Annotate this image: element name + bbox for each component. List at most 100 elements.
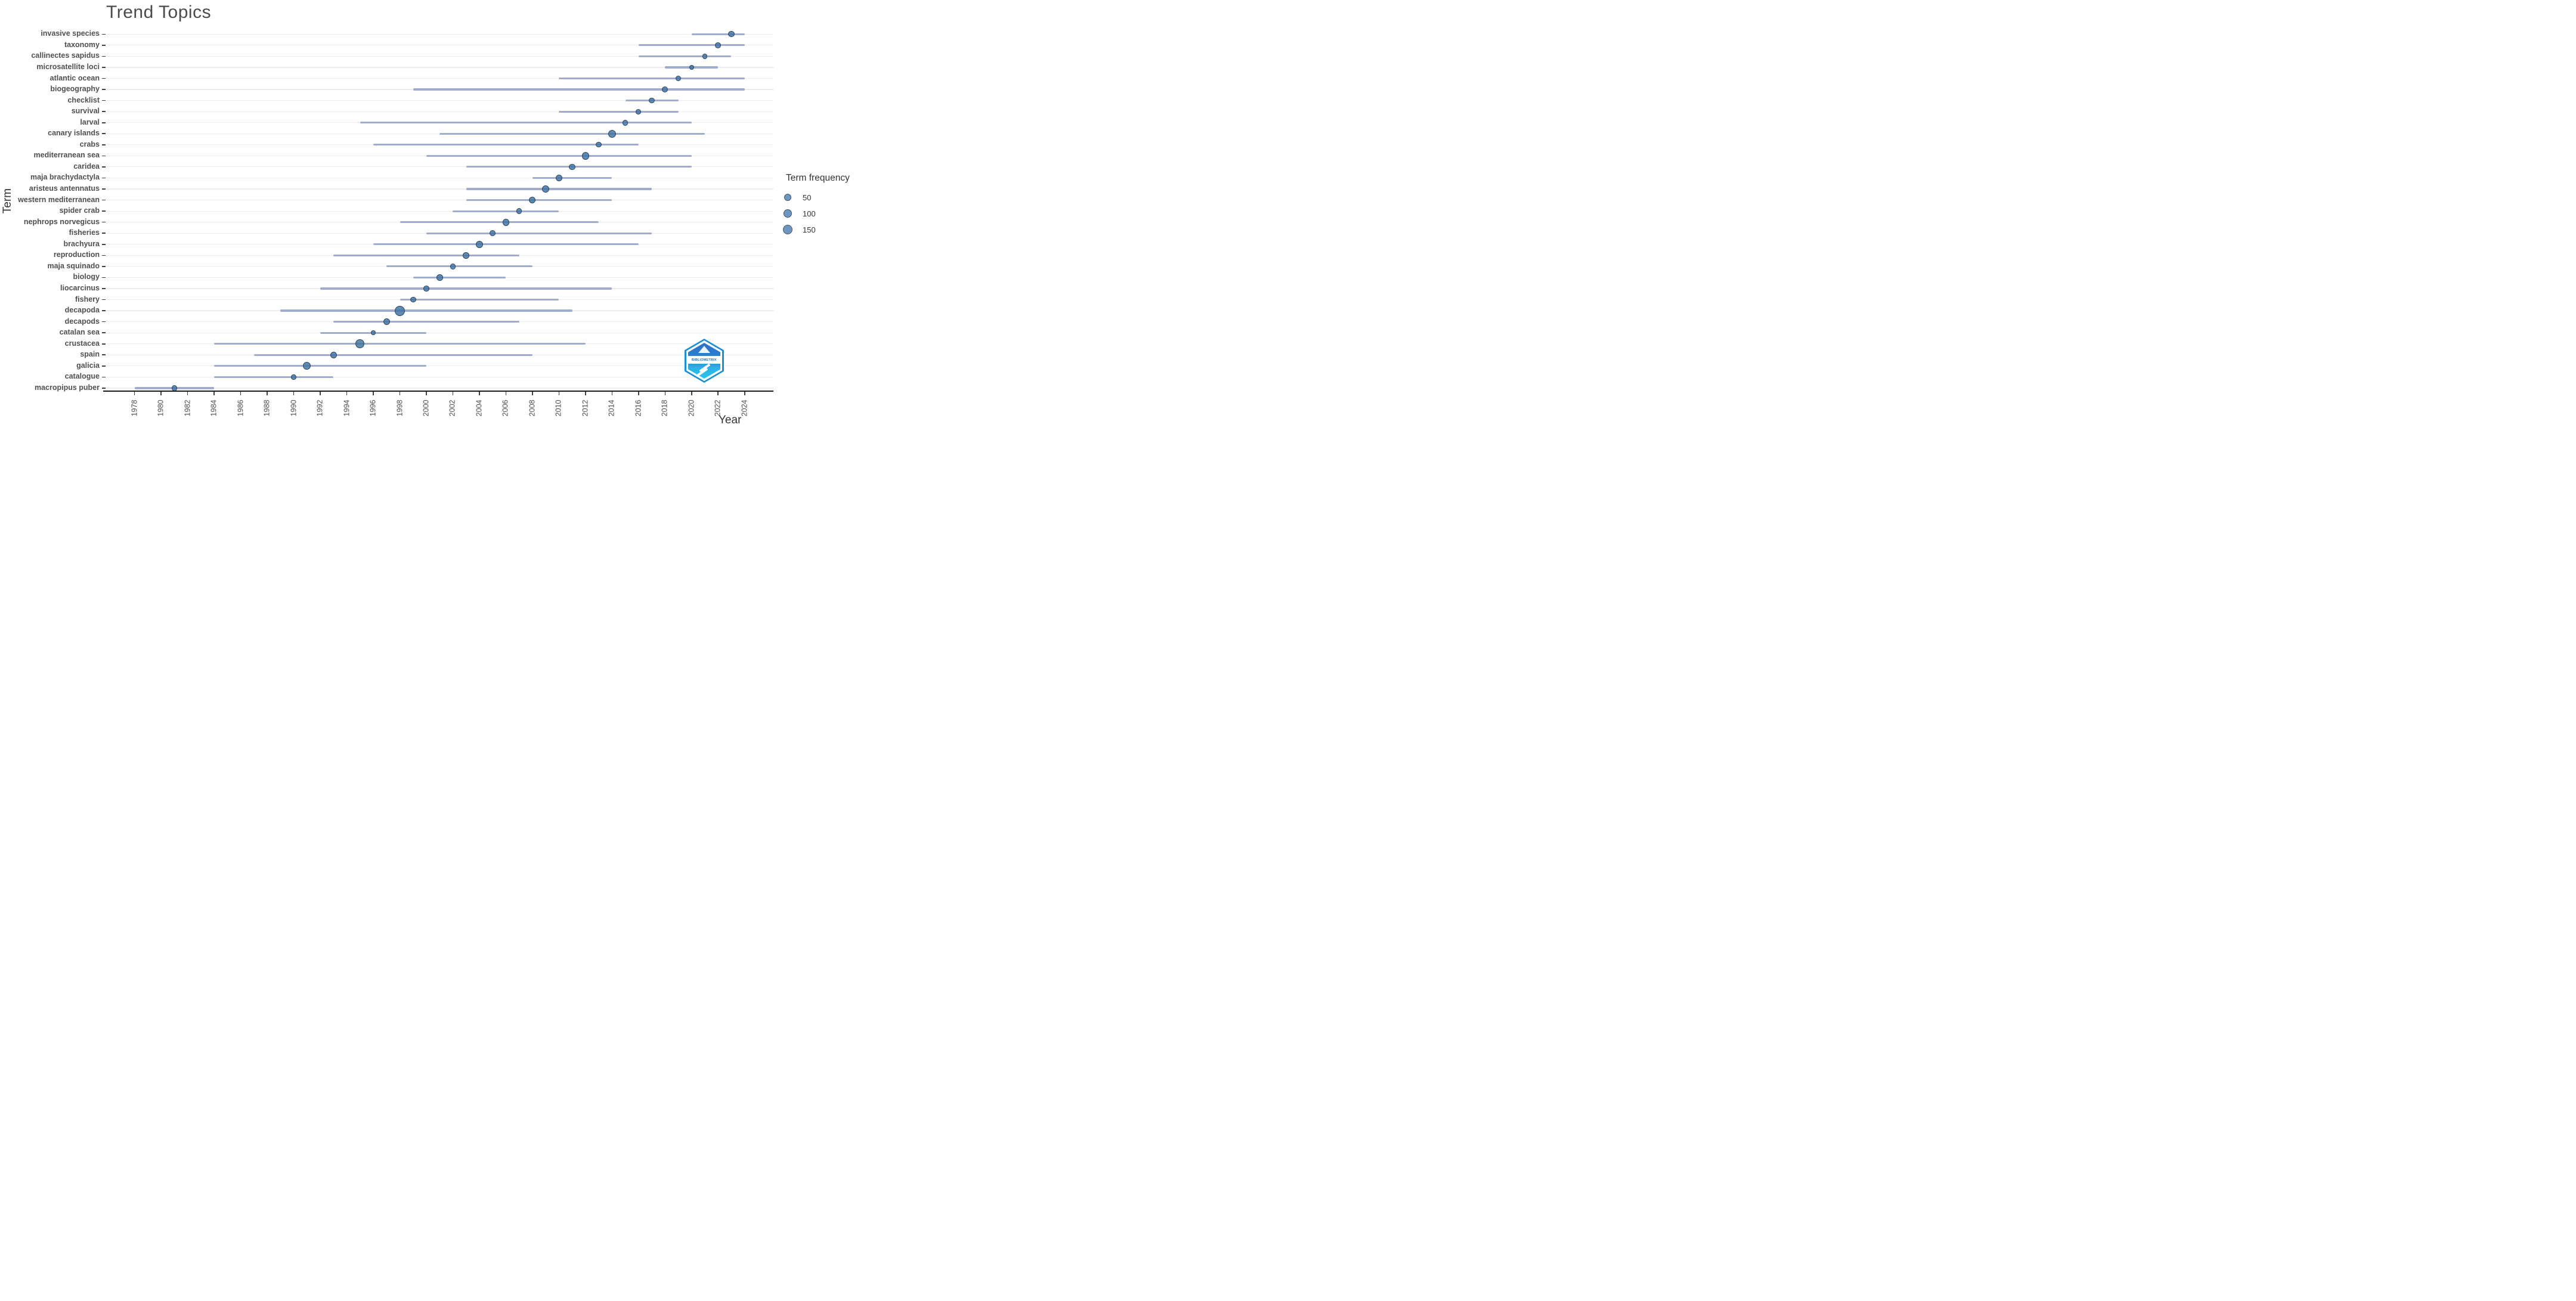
trend-dot [622,119,628,126]
term-label: reproduction [53,250,100,259]
trend-dot [423,286,429,292]
x-tick-label: 2008 [528,399,537,417]
trend-range-line [400,221,599,224]
y-tick [102,122,106,123]
x-tick-label: 2002 [448,399,457,417]
term-label: taxonomy [64,40,100,49]
trend-range-line [466,166,692,168]
trend-dot [542,185,550,193]
legend-item-label: 150 [803,225,816,234]
y-tick [102,266,106,267]
trend-range-line [413,276,506,278]
trend-range-line [638,55,732,57]
trend-dot [636,109,642,114]
x-tick [611,392,613,395]
x-tick-label: 1982 [183,399,192,417]
term-label: maja brachydactyla [30,173,100,182]
x-tick [134,392,135,395]
legend-item-150: 150 [782,224,857,235]
trend-dot [330,351,337,358]
term-label: microsatellite loci [36,62,100,71]
logo-text: BIBLIOMETRIX [692,358,717,362]
trend-dot [529,197,536,204]
x-tick [399,392,401,395]
y-tick [102,33,106,35]
trend-range-line [214,365,426,367]
y-tick [102,299,106,301]
trend-range-line [426,232,652,234]
trend-dot [370,330,376,336]
trend-dot [303,362,311,370]
gridline [103,188,773,190]
trend-dot [475,240,484,248]
y-tick [102,188,106,190]
gridline [103,78,773,79]
trend-dot [502,218,510,226]
term-label: larval [80,117,100,126]
y-tick [102,277,106,278]
trend-dot [675,75,682,82]
x-tick [717,392,719,395]
x-tick [346,392,348,395]
legend-circle-icon [784,193,792,202]
term-label: catalogue [64,372,100,381]
y-tick [102,55,106,57]
trend-range-line [439,132,705,135]
x-tick [479,392,480,395]
term-label: brachyura [63,239,100,248]
trend-range-line [559,110,679,113]
y-tick [102,67,106,68]
x-tick [187,392,188,395]
x-tick [426,392,427,395]
term-label: spider crab [59,206,100,215]
trend-range-line [453,210,559,212]
legend-item-label: 50 [803,193,812,202]
trend-range-line [333,321,519,323]
trend-dot [702,53,708,59]
legend-item-label: 100 [803,209,816,218]
trend-range-line [373,144,639,146]
x-tick [267,392,268,395]
term-label: catalan sea [59,328,100,337]
gridline [103,111,773,112]
x-tick-label: 1986 [236,399,245,417]
term-label: checklist [67,95,100,104]
y-tick [102,166,106,168]
y-tick [102,388,106,389]
term-label: crabs [79,140,100,148]
term-label: atlantic ocean [49,73,100,82]
trend-dot [450,264,456,270]
legend-circle-icon [783,209,792,218]
x-tick-label: 1984 [209,399,218,417]
gridline [103,100,773,101]
x-axis-line [103,391,773,392]
term-label: fisheries [69,228,100,237]
x-tick [293,392,295,395]
x-tick [160,392,162,395]
trend-range-line [466,188,652,190]
y-tick [102,243,106,245]
y-tick [102,78,106,79]
term-label: crustacea [64,339,100,348]
trend-range-line [373,243,639,246]
trend-dot [410,296,416,303]
trend-dot [555,174,562,181]
gridline [103,210,773,212]
plot-panel: invasive species taxonomy callinectes sapi… [0,0,859,433]
x-tick [373,392,374,395]
term-label: callinectes sapidus [31,51,100,60]
trend-range-line [280,309,572,312]
y-tick [102,155,106,157]
gridline [103,33,773,35]
term-label: mediterranean sea [33,151,100,160]
term-label: galicia [76,361,100,370]
x-tick-label: 1994 [342,399,351,417]
term-label: invasive species [41,29,100,38]
trend-range-line [532,176,612,179]
trend-range-line [320,287,612,290]
trend-range-line [466,199,612,202]
chart-title: Trend Topics [106,2,212,22]
y-tick [102,255,106,256]
trend-range-line [360,122,692,124]
trend-range-line [333,254,519,256]
